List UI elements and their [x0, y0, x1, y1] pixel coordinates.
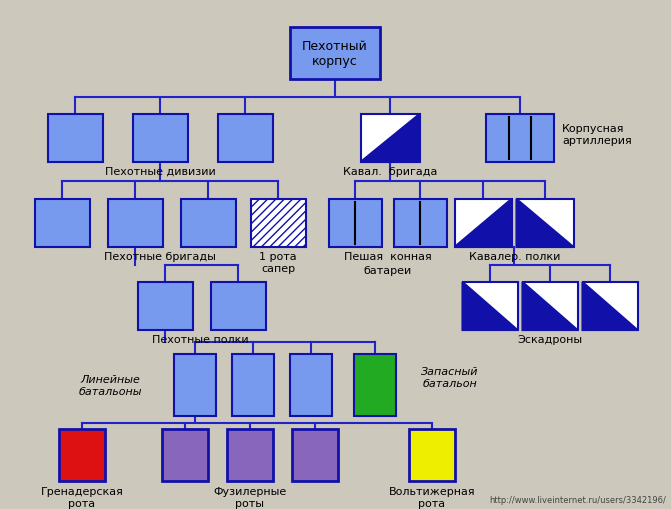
Bar	[34, 200, 89, 247]
Bar	[582, 282, 637, 330]
Bar	[48, 115, 103, 163]
Polygon shape	[582, 282, 637, 330]
Text: http://www.liveinternet.ru/users/3342196/: http://www.liveinternet.ru/users/3342196…	[489, 495, 666, 504]
Polygon shape	[523, 282, 578, 330]
Bar	[232, 354, 274, 416]
Bar	[517, 200, 574, 247]
Text: Кавалер. полки: Кавалер. полки	[469, 251, 561, 262]
Bar	[462, 282, 517, 330]
Text: Эскадроны: Эскадроны	[517, 334, 582, 344]
Text: Линейные
батальоны: Линейные батальоны	[79, 375, 142, 396]
Bar	[174, 354, 216, 416]
Bar	[250, 200, 305, 247]
Bar	[211, 282, 266, 330]
Bar	[162, 429, 208, 481]
Text: Пехотные дивизии: Пехотные дивизии	[105, 166, 215, 177]
Polygon shape	[454, 200, 511, 247]
Text: 1 рота
сапер: 1 рота сапер	[259, 251, 297, 273]
Polygon shape	[360, 115, 419, 163]
Text: Пехотный
корпус: Пехотный корпус	[302, 40, 368, 68]
Polygon shape	[462, 282, 517, 330]
Bar	[59, 429, 105, 481]
Text: Вольтижерная
рота: Вольтижерная рота	[389, 486, 475, 507]
Bar	[290, 28, 380, 80]
Bar	[290, 354, 332, 416]
Bar	[329, 200, 382, 247]
Bar	[409, 429, 455, 481]
Text: Гренадерская
рота: Гренадерская рота	[40, 486, 123, 507]
Bar	[227, 429, 273, 481]
Text: Кавал.  бригада: Кавал. бригада	[343, 166, 437, 177]
Bar	[523, 282, 578, 330]
Bar	[393, 200, 446, 247]
Bar	[486, 115, 554, 163]
Bar	[354, 354, 396, 416]
Bar	[138, 282, 193, 330]
Bar	[132, 115, 187, 163]
Bar	[454, 200, 511, 247]
Bar	[107, 200, 162, 247]
Text: Пехотные бригады: Пехотные бригады	[104, 251, 216, 262]
Text: батареи: батареи	[364, 266, 412, 275]
Text: Корпусная
артиллерия: Корпусная артиллерия	[562, 124, 632, 146]
Bar	[292, 429, 338, 481]
Polygon shape	[517, 200, 574, 247]
Bar	[217, 115, 272, 163]
Text: Пехотные полки: Пехотные полки	[152, 334, 248, 344]
Text: Пешая  конная: Пешая конная	[344, 251, 432, 262]
Text: Запасный
батальон: Запасный батальон	[421, 366, 478, 388]
Bar	[180, 200, 236, 247]
Text: Фузилерные
роты: Фузилерные роты	[213, 486, 287, 507]
Bar	[360, 115, 419, 163]
